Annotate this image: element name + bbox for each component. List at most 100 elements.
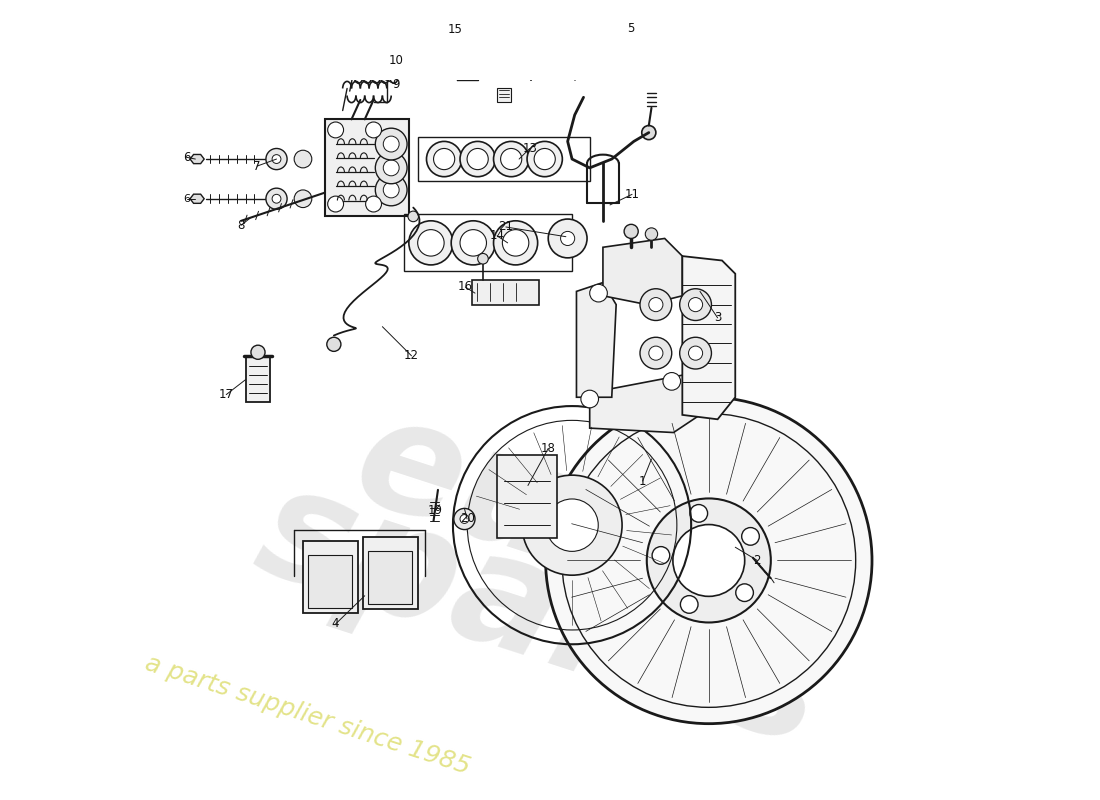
Circle shape bbox=[649, 346, 663, 360]
Text: 3: 3 bbox=[714, 311, 722, 324]
Polygon shape bbox=[324, 119, 409, 216]
Circle shape bbox=[494, 142, 529, 177]
Polygon shape bbox=[497, 89, 512, 102]
Circle shape bbox=[294, 150, 311, 168]
Text: 5A: 5A bbox=[544, 0, 560, 2]
Bar bbox=[245, 356, 271, 402]
Circle shape bbox=[647, 498, 771, 622]
Polygon shape bbox=[576, 282, 616, 398]
Circle shape bbox=[689, 346, 703, 360]
Text: 18: 18 bbox=[541, 442, 556, 455]
Text: 13: 13 bbox=[522, 142, 537, 155]
Circle shape bbox=[548, 219, 587, 258]
Circle shape bbox=[266, 149, 287, 170]
Circle shape bbox=[590, 284, 607, 302]
Circle shape bbox=[375, 152, 407, 184]
Circle shape bbox=[294, 190, 311, 207]
Text: 6: 6 bbox=[183, 194, 190, 204]
Circle shape bbox=[561, 231, 574, 246]
Circle shape bbox=[468, 149, 488, 170]
Text: spares: spares bbox=[240, 454, 842, 778]
Polygon shape bbox=[590, 375, 700, 433]
Circle shape bbox=[272, 194, 280, 203]
Circle shape bbox=[736, 584, 754, 602]
Text: 10: 10 bbox=[389, 54, 404, 66]
Text: 21: 21 bbox=[498, 221, 514, 234]
Circle shape bbox=[689, 298, 703, 312]
Circle shape bbox=[328, 122, 343, 138]
Circle shape bbox=[640, 338, 672, 369]
Text: 12: 12 bbox=[404, 350, 419, 362]
Circle shape bbox=[680, 338, 712, 369]
Circle shape bbox=[527, 142, 562, 177]
Bar bbox=[368, 550, 412, 604]
Bar bbox=[405, 214, 572, 271]
Text: 9: 9 bbox=[392, 78, 399, 90]
Circle shape bbox=[503, 230, 529, 256]
Bar bbox=[497, 454, 557, 538]
Circle shape bbox=[652, 546, 670, 564]
Circle shape bbox=[646, 228, 658, 240]
Circle shape bbox=[500, 149, 521, 170]
Bar bbox=[363, 537, 418, 609]
Circle shape bbox=[383, 136, 399, 152]
Circle shape bbox=[460, 514, 469, 523]
Circle shape bbox=[649, 298, 663, 312]
Circle shape bbox=[581, 390, 598, 408]
Circle shape bbox=[641, 126, 656, 140]
Bar bbox=[302, 541, 358, 614]
Circle shape bbox=[494, 221, 538, 265]
Bar bbox=[308, 555, 352, 608]
Polygon shape bbox=[190, 194, 205, 203]
Circle shape bbox=[477, 254, 488, 264]
Text: 5: 5 bbox=[627, 22, 635, 35]
Circle shape bbox=[460, 230, 486, 256]
Circle shape bbox=[681, 596, 698, 614]
Circle shape bbox=[365, 122, 382, 138]
Polygon shape bbox=[190, 154, 205, 164]
Circle shape bbox=[328, 196, 343, 212]
Text: 4: 4 bbox=[332, 618, 340, 630]
Circle shape bbox=[375, 174, 407, 206]
Text: euro: euro bbox=[337, 383, 763, 651]
Circle shape bbox=[451, 221, 495, 265]
Text: 19: 19 bbox=[428, 504, 443, 517]
Circle shape bbox=[427, 142, 462, 177]
Bar bbox=[418, 137, 590, 181]
Text: 17: 17 bbox=[219, 388, 233, 401]
Text: 15: 15 bbox=[448, 23, 462, 36]
Text: 11: 11 bbox=[625, 188, 639, 201]
Circle shape bbox=[640, 289, 672, 321]
Circle shape bbox=[365, 196, 382, 212]
Circle shape bbox=[690, 505, 707, 522]
Circle shape bbox=[546, 398, 872, 724]
Circle shape bbox=[433, 149, 454, 170]
Text: 8: 8 bbox=[238, 218, 245, 232]
Circle shape bbox=[251, 345, 265, 359]
Circle shape bbox=[535, 149, 556, 170]
Circle shape bbox=[460, 142, 495, 177]
Circle shape bbox=[624, 224, 638, 238]
Circle shape bbox=[383, 182, 399, 198]
Circle shape bbox=[409, 221, 453, 265]
Text: 7: 7 bbox=[253, 160, 261, 173]
Polygon shape bbox=[603, 238, 682, 305]
Circle shape bbox=[673, 525, 745, 596]
Circle shape bbox=[546, 499, 598, 551]
Text: 16: 16 bbox=[458, 281, 473, 294]
Circle shape bbox=[327, 338, 341, 351]
Circle shape bbox=[272, 154, 280, 163]
Circle shape bbox=[408, 211, 418, 222]
Circle shape bbox=[741, 527, 759, 546]
Circle shape bbox=[383, 160, 399, 176]
Text: 2: 2 bbox=[754, 554, 761, 567]
Circle shape bbox=[663, 373, 681, 390]
Circle shape bbox=[418, 230, 444, 256]
Text: 6: 6 bbox=[183, 150, 190, 164]
Circle shape bbox=[375, 128, 407, 160]
Circle shape bbox=[522, 475, 623, 575]
Text: 20: 20 bbox=[460, 513, 474, 526]
Text: a parts supplier since 1985: a parts supplier since 1985 bbox=[142, 651, 473, 779]
Polygon shape bbox=[682, 256, 735, 419]
Circle shape bbox=[266, 188, 287, 210]
